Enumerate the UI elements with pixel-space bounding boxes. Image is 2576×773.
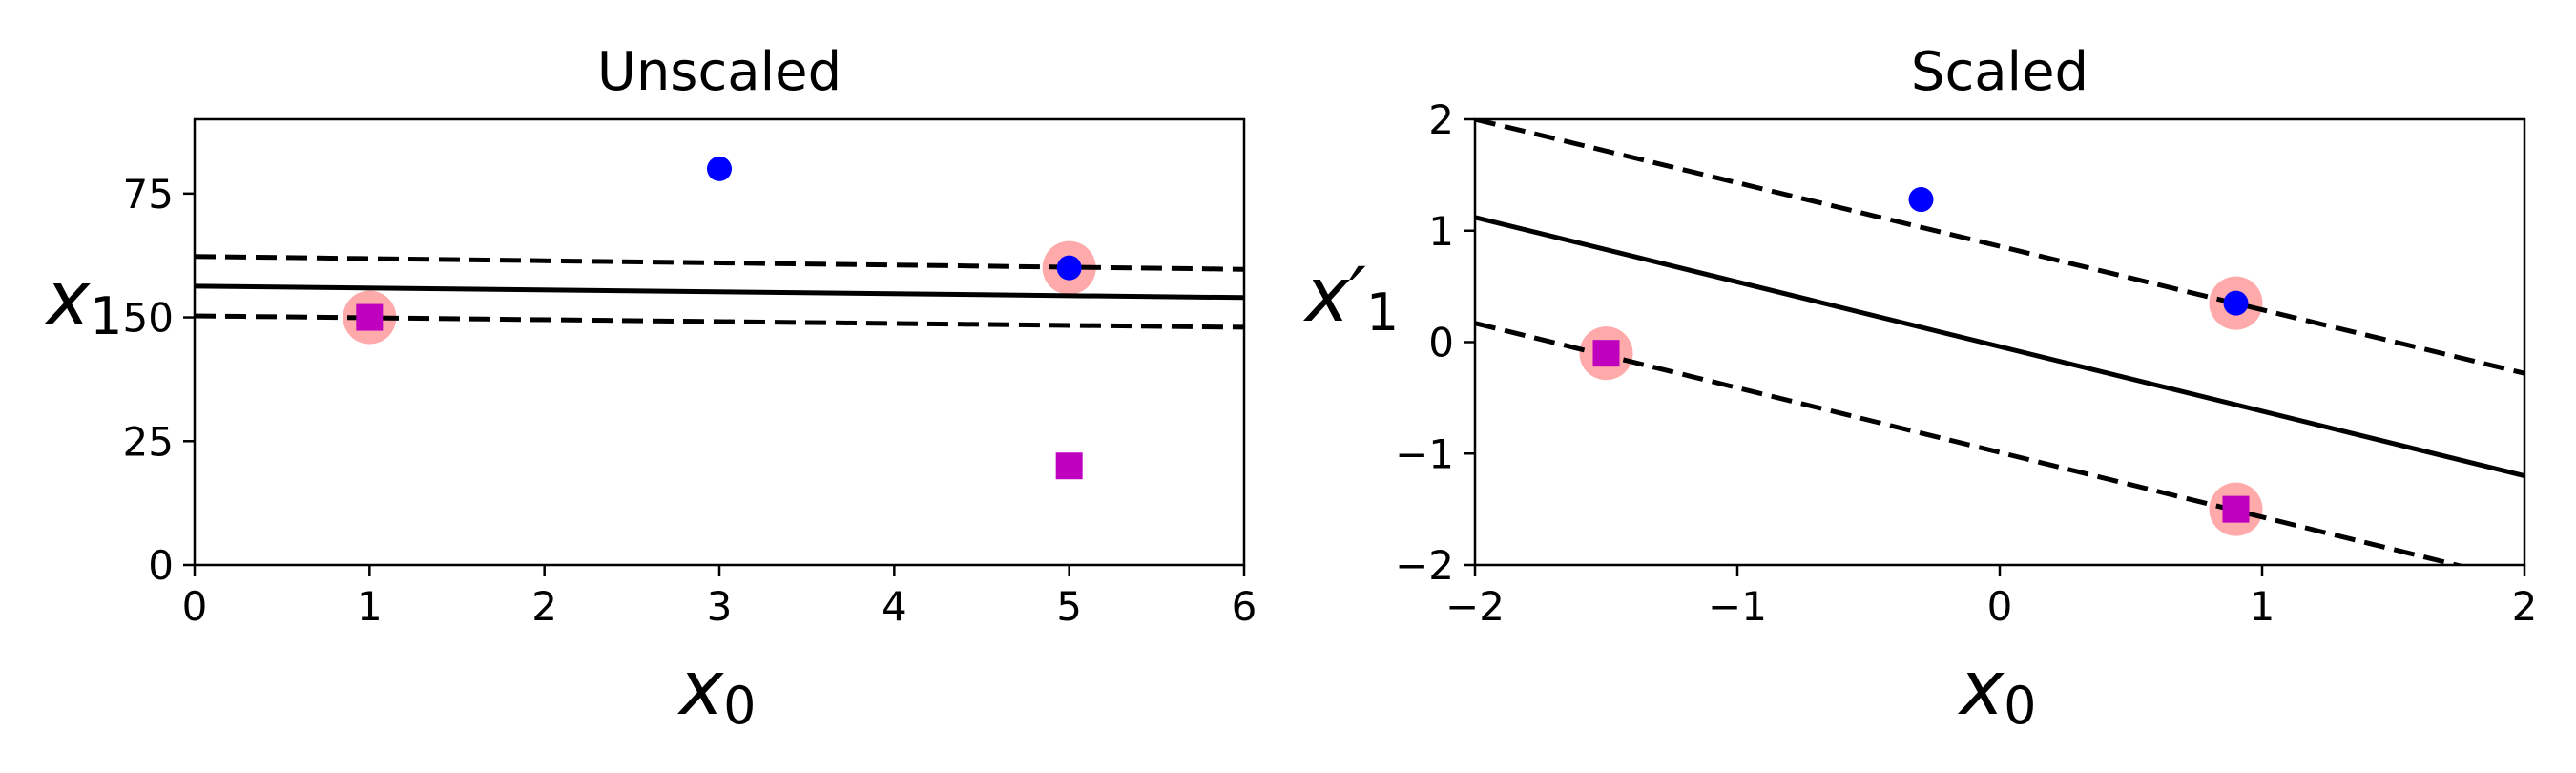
scaled-positive-class-point-0 [1908,187,1934,213]
unscaled-x-tick-label: 1 [357,583,383,630]
scaled-negative-class-point-1 [2222,495,2250,523]
scaled-x-tick-label: −2 [1445,583,1505,630]
scaled-y-tick-label: 0 [1428,320,1454,366]
unscaled-y-tick-label: 0 [148,542,174,589]
unscaled-axes-frame [193,117,1246,567]
scaled-positive-class-point-1 [2223,290,2249,316]
scaled-x-tick-label: 0 [1987,583,2013,630]
unscaled-y-tick-label: 50 [123,295,174,342]
unscaled-y-tick-label: 75 [123,171,174,218]
scaled-x-axis-label: x0 [1957,646,2037,736]
scaled-plot-area [1475,119,2524,565]
unscaled-x-tick-label: 2 [531,583,557,630]
scaled-decision-boundary-line [1475,215,2524,479]
unscaled-plot-area [195,156,1244,480]
unscaled-decision-boundary-line [195,283,1244,301]
scaled-panel: Scaled −2 −1 0 1 2 −2 −1 0 1 2 x0 x′1 [1302,41,2537,736]
scaled-x-tick-label: −1 [1708,583,1767,630]
scaled-y-tick-label: −1 [1395,430,1454,477]
scaled-y-axis-label: x′1 [1302,253,1399,343]
unscaled-x-tick-label: 5 [1056,583,1082,630]
scaled-ticks: −2 −1 0 1 2 −2 −1 0 1 2 [1395,96,2537,630]
unscaled-x-axis-label: x0 [676,646,757,736]
scaled-y-tick-label: −2 [1395,542,1454,589]
unscaled-y-axis-label: x1 [43,257,123,346]
scaled-axes-frame [1473,117,2526,567]
unscaled-panel: Unscaled 0 1 2 3 4 5 6 0 25 50 75 x0 x1 [43,41,1257,736]
scaled-x-tick-label: 1 [2250,583,2275,630]
scaled-negative-class-point-0 [1592,340,1620,367]
scaled-y-tick-label: 2 [1428,96,1454,143]
unscaled-y-tick-label: 25 [123,418,174,465]
unscaled-x-tick-label: 6 [1232,583,1257,630]
unscaled-negative-class-point-1 [1055,452,1083,480]
unscaled-x-tick-label: 0 [182,583,208,630]
unscaled-ticks: 0 1 2 3 4 5 6 0 25 50 75 [123,171,1257,630]
unscaled-x-tick-label: 4 [882,583,907,630]
unscaled-lower-margin-line [195,313,1244,330]
unscaled-positive-class-point-0 [707,156,732,181]
scaled-x-tick-label: 2 [2512,583,2538,630]
unscaled-positive-class-point-1 [1056,255,1082,281]
unscaled-title: Unscaled [597,41,841,103]
scaled-lower-margin-line [1475,321,2467,565]
scaled-y-tick-label: 1 [1428,208,1454,255]
scaled-title: Scaled [1911,41,2088,103]
scaled-upper-margin-line [1475,119,2524,376]
unscaled-x-tick-label: 3 [707,583,733,630]
unscaled-negative-class-point-0 [356,303,384,331]
